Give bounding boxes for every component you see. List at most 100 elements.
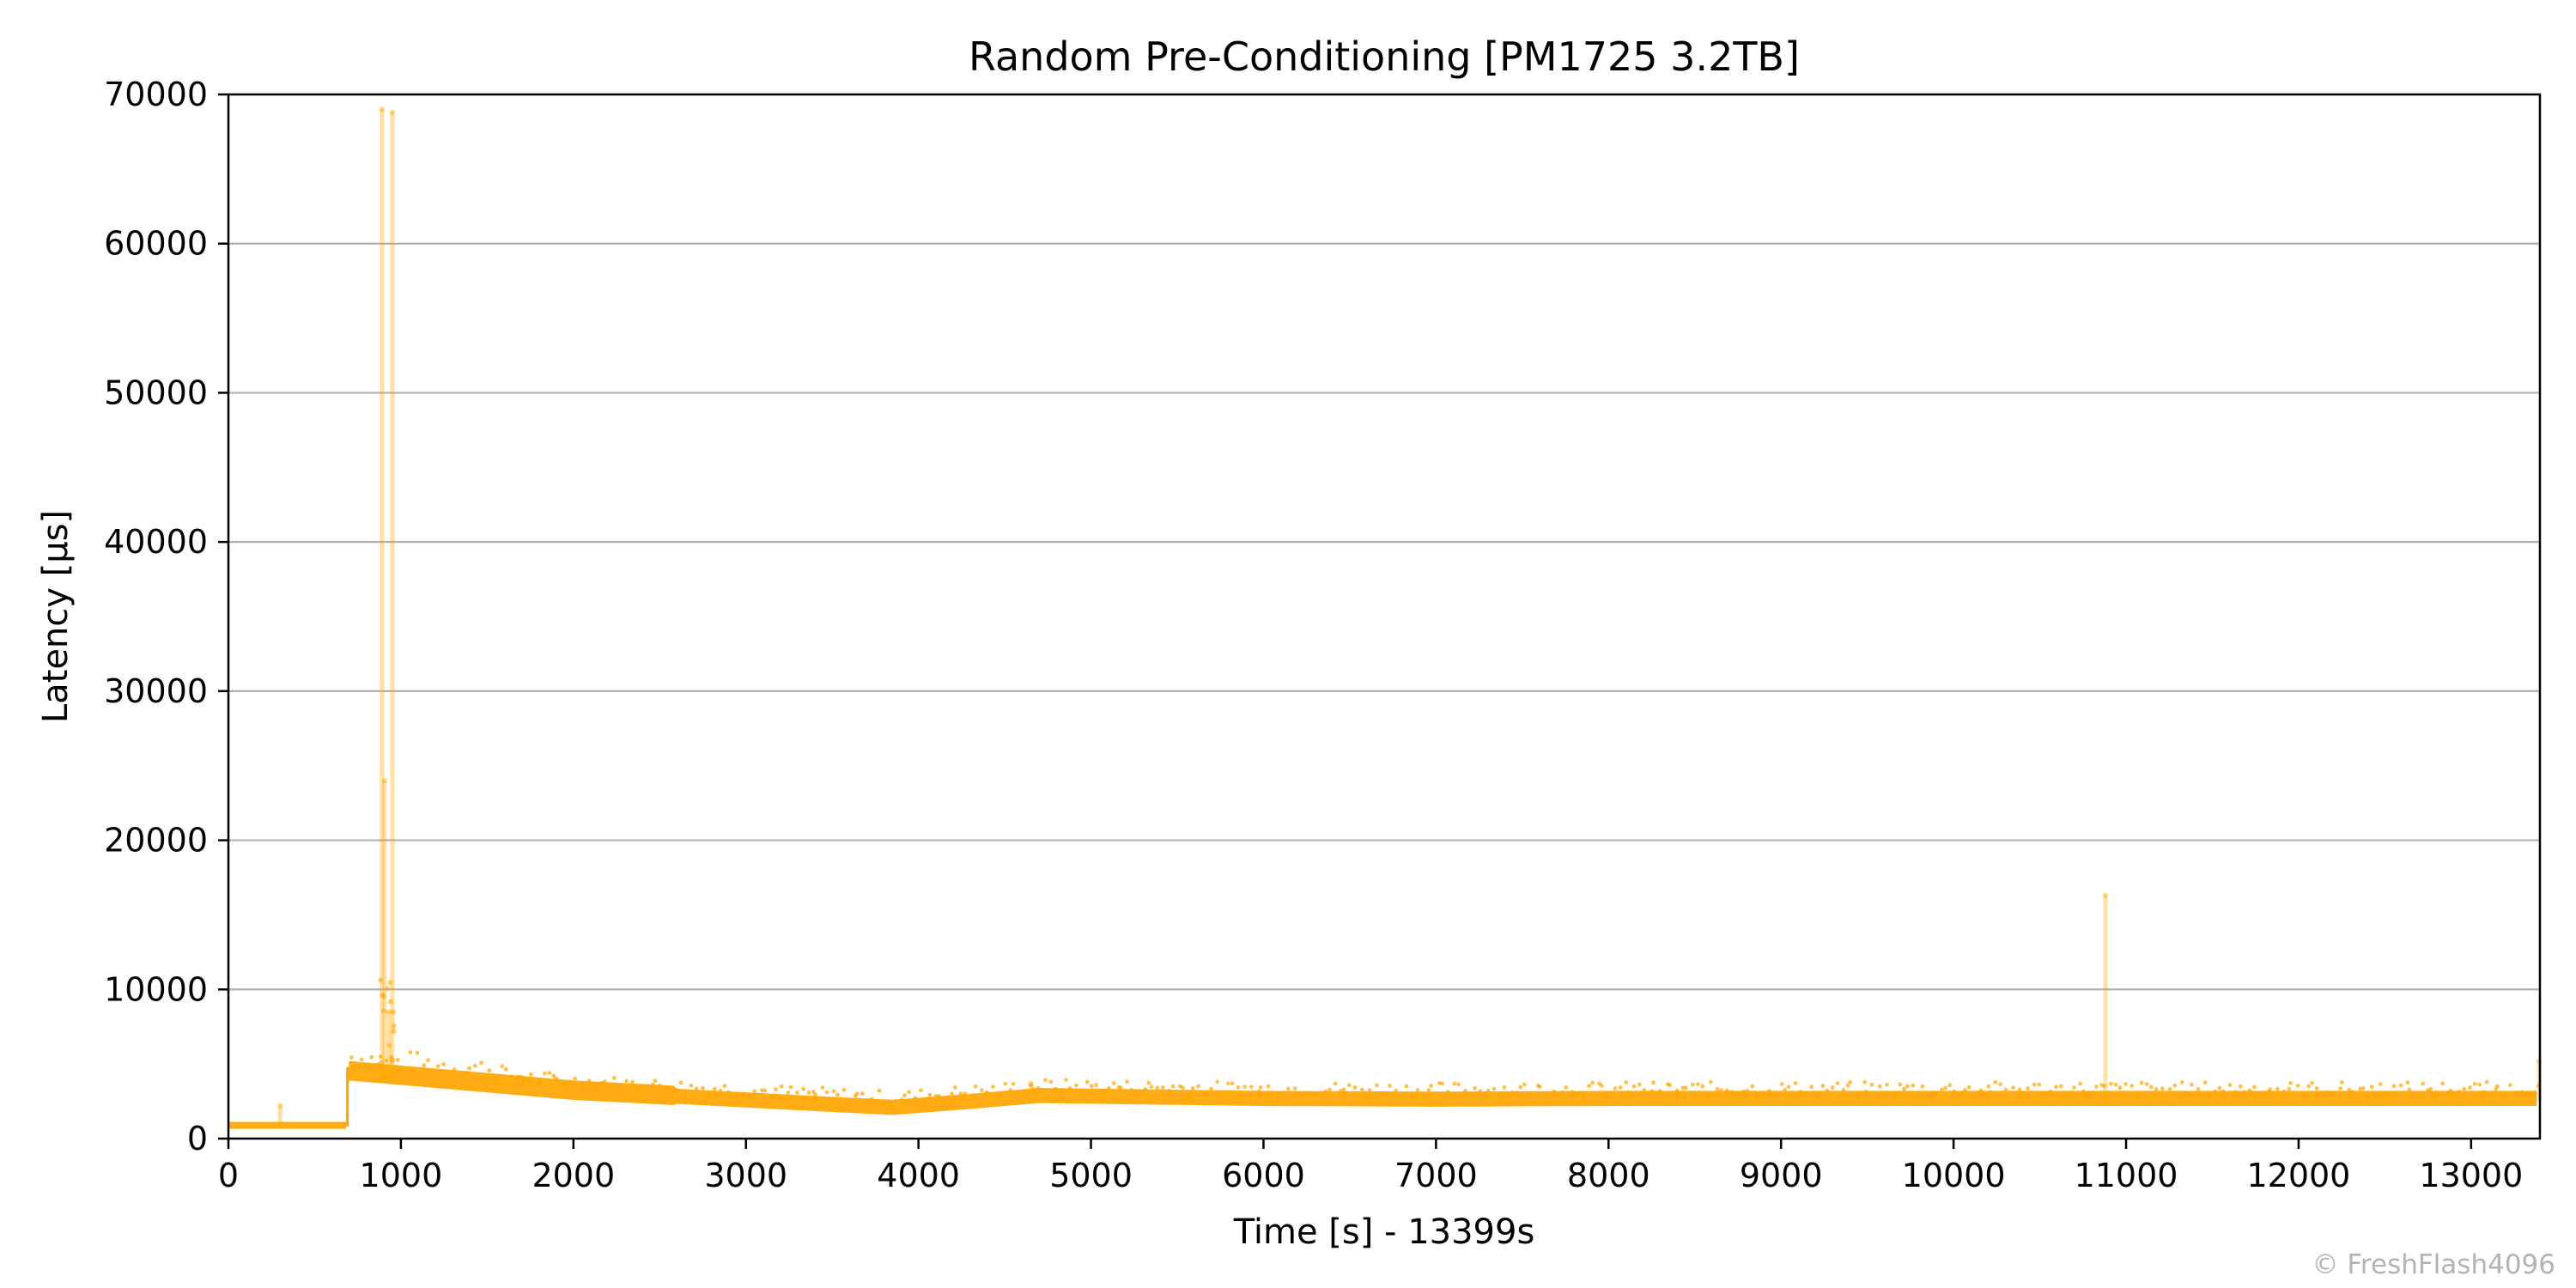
outlier-point <box>1830 1085 1835 1090</box>
outlier-point <box>2257 1092 2263 1097</box>
watermark: © FreshFlash4096 <box>2312 1249 2556 1280</box>
outlier-point <box>2484 1079 2489 1084</box>
outlier-point <box>2011 1085 2016 1090</box>
outlier-point <box>1155 1085 1160 1091</box>
outlier-point <box>369 1054 374 1060</box>
outlier-point <box>1700 1084 1705 1089</box>
outlier-point <box>483 1075 487 1079</box>
outlier-point <box>1706 1092 1711 1097</box>
outlier-point <box>426 1058 430 1063</box>
outlier-point <box>1880 1091 1885 1097</box>
outlier-point <box>882 1101 886 1106</box>
outlier-point <box>689 1083 694 1088</box>
outlier-point <box>2384 1092 2388 1097</box>
outlier-point <box>2233 1090 2238 1095</box>
outlier-point <box>722 1084 727 1089</box>
spike-cluster-point <box>380 1008 386 1014</box>
outlier-point <box>2462 1086 2467 1091</box>
outlier-point <box>653 1078 658 1084</box>
outlier-point <box>641 1088 647 1093</box>
outlier-point <box>1404 1084 1409 1089</box>
outlier-point <box>1680 1085 1686 1091</box>
outlier-point <box>2275 1086 2280 1091</box>
outlier-point <box>984 1090 989 1095</box>
outlier-point <box>465 1071 470 1075</box>
outlier-point <box>2330 1091 2336 1095</box>
outlier-point <box>658 1084 662 1088</box>
outlier-point <box>824 1090 829 1095</box>
outlier-point <box>1106 1085 1111 1091</box>
outlier-point <box>1625 1090 1631 1095</box>
outlier-point <box>609 1085 614 1091</box>
outlier-point <box>1905 1084 1910 1089</box>
outlier-point <box>1323 1089 1328 1094</box>
outlier-point <box>1429 1084 1434 1088</box>
outlier-point <box>2360 1086 2366 1091</box>
outlier-point <box>1023 1090 1028 1095</box>
outlier-point <box>2482 1090 2486 1095</box>
outlier-point <box>519 1075 525 1079</box>
outlier-point <box>2167 1086 2172 1091</box>
outlier-point <box>845 1099 850 1103</box>
outlier-point <box>573 1076 577 1081</box>
outlier-point <box>919 1088 923 1093</box>
x-tick-label: 5000 <box>1049 1157 1133 1194</box>
outlier-point <box>870 1097 874 1102</box>
spike-cluster-point <box>378 977 384 983</box>
outlier-point <box>922 1098 927 1103</box>
outlier-point <box>1149 1084 1154 1089</box>
outlier-point <box>1801 1092 1807 1097</box>
outlier-point <box>2310 1080 2315 1085</box>
outlier-point <box>1986 1084 1991 1089</box>
outlier-point <box>2302 1092 2306 1097</box>
outlier-point <box>1400 1093 1404 1098</box>
outlier-point <box>877 1088 882 1093</box>
outlier-point <box>2415 1091 2421 1097</box>
outlier-point <box>2268 1087 2273 1092</box>
outlier-point <box>893 1099 898 1103</box>
outlier-point <box>1146 1080 1151 1085</box>
outlier-point <box>1552 1093 1558 1098</box>
outlier-point <box>1783 1087 1788 1092</box>
outlier-point <box>1190 1086 1195 1091</box>
outlier-point <box>1341 1087 1346 1092</box>
outlier-point <box>2178 1092 2182 1097</box>
outlier-point <box>586 1078 592 1083</box>
outlier-point <box>1053 1086 1058 1091</box>
outlier-point <box>543 1071 547 1076</box>
outlier-point <box>1279 1092 1285 1097</box>
x-axis-label: Time [s] - 13399s <box>1233 1212 1535 1252</box>
outlier-point <box>1225 1081 1230 1086</box>
outlier-point <box>1779 1082 1784 1086</box>
outlier-point <box>1527 1091 1532 1097</box>
outlier-point <box>2179 1080 2184 1084</box>
outlier-point <box>1988 1090 1993 1095</box>
outlier-point <box>1446 1090 1450 1095</box>
data-series <box>228 106 2543 1129</box>
outlier-point <box>854 1091 860 1097</box>
outlier-point <box>1125 1079 1129 1084</box>
outlier-point <box>551 1073 556 1078</box>
outlier-point <box>2242 1090 2247 1095</box>
outlier-point <box>435 1064 440 1068</box>
outlier-point <box>2117 1085 2123 1091</box>
outlier-point <box>408 1050 413 1054</box>
outlier-point <box>2136 1091 2141 1097</box>
outlier-point <box>1064 1078 1068 1082</box>
x-tick-label: 3000 <box>704 1157 787 1194</box>
outlier-point <box>1793 1081 1798 1085</box>
outlier-point <box>1952 1089 1957 1094</box>
outlier-point <box>945 1097 950 1102</box>
x-tick-label: 6000 <box>1222 1157 1305 1194</box>
outlier-point <box>2190 1082 2194 1087</box>
spike-cluster-point <box>385 986 391 992</box>
outlier-point <box>395 1058 400 1062</box>
outlier-point <box>1978 1088 1984 1093</box>
outlier-point <box>1750 1084 1755 1089</box>
outlier-point <box>452 1067 457 1072</box>
y-tick-label: 20000 <box>104 822 208 860</box>
outlier-point <box>2172 1083 2178 1088</box>
outlier-point <box>2387 1091 2392 1096</box>
outlier-point <box>806 1091 811 1095</box>
